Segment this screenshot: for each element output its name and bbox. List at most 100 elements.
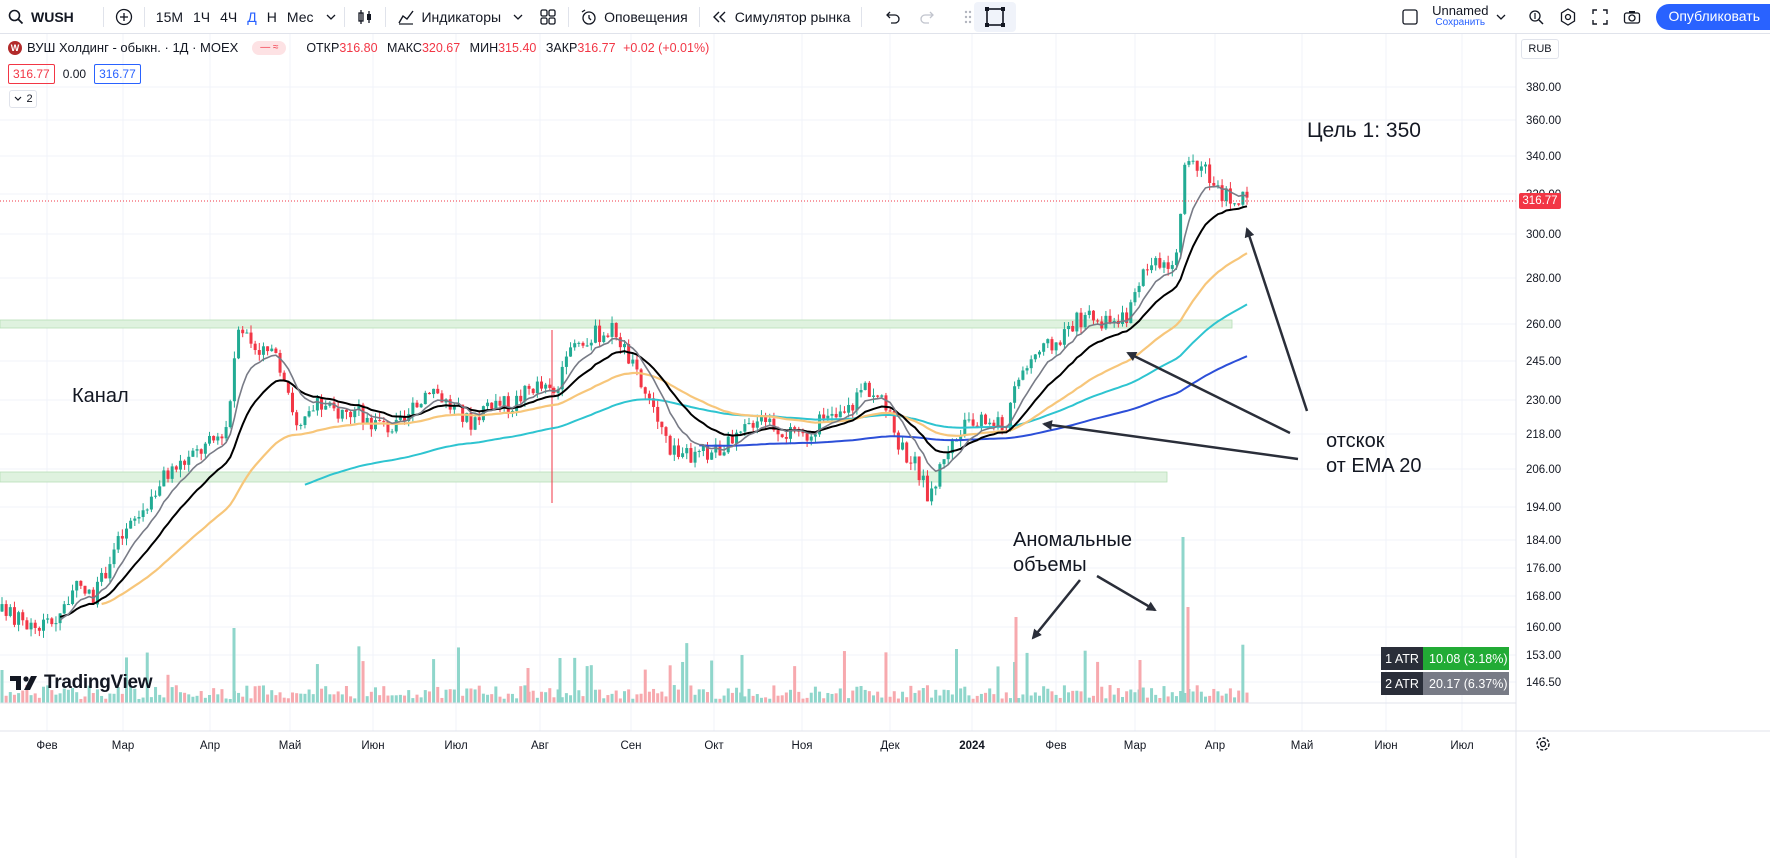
symbol-title[interactable]: ВУШ Холдинг - обыкн. · 1Д · MOEX	[27, 40, 239, 55]
candle-body	[295, 412, 299, 426]
candle-body	[1075, 312, 1079, 332]
bid-price[interactable]: 316.77	[8, 64, 55, 84]
drag-handle[interactable]	[962, 0, 974, 34]
timeframe-15m[interactable]: 15М	[155, 8, 184, 25]
volume-bar	[382, 686, 386, 703]
bounce-annotation-line2[interactable]: от EMA 20	[1326, 455, 1421, 477]
price-axis[interactable]: 380.00360.00340.00320.00300.00280.00260.…	[1526, 82, 1561, 689]
select-tool-button[interactable]	[974, 1, 1017, 32]
chevron-down-icon[interactable]	[1494, 10, 1508, 24]
candle-body	[54, 623, 58, 625]
templates-button[interactable]	[532, 0, 564, 34]
volume-bar	[299, 693, 303, 703]
volume-bar	[1166, 696, 1170, 703]
arrow-bounce-to-top[interactable]	[1244, 227, 1309, 412]
arrow-volume-march[interactable]	[1096, 574, 1157, 612]
volume-bar	[822, 698, 826, 703]
timeframe-week[interactable]: Н	[266, 8, 277, 25]
candle-body	[726, 436, 730, 453]
symbol-legend[interactable]: W ВУШ Холдинг - обыкн. · 1Д · MOEX — ≈ О…	[8, 40, 709, 55]
price-chart[interactable]: 380.00360.00340.00320.00300.00280.00260.…	[0, 34, 1770, 858]
volume-bar	[1204, 696, 1207, 703]
layout-name[interactable]: Unnamed Сохранить	[1432, 4, 1488, 29]
channel-annotation[interactable]: Канал	[72, 385, 129, 407]
volume-bar	[1021, 694, 1025, 703]
settings-button[interactable]	[1552, 0, 1584, 34]
volume-bar	[291, 692, 294, 703]
alerts-button[interactable]: Оповещения	[573, 0, 695, 34]
candle-body	[573, 343, 577, 348]
volume-bar	[37, 697, 41, 703]
replay-button[interactable]: Симулятор рынка	[704, 0, 858, 34]
tradingview-logo[interactable]: TradingView	[10, 672, 153, 694]
bounce-annotation-line1[interactable]: отскок	[1326, 430, 1385, 452]
volume-bar	[378, 695, 382, 703]
arrow-bounce-to-march[interactable]	[1126, 351, 1291, 435]
timeframe-4h[interactable]: 4Ч	[220, 8, 238, 25]
indicators-collapse-button[interactable]: 2	[9, 90, 37, 108]
chart-type-button[interactable]	[349, 0, 381, 34]
volume-bar	[971, 698, 975, 703]
candle-body	[490, 402, 494, 409]
volume-bar	[17, 693, 21, 703]
candle-body	[1191, 160, 1195, 162]
volume-bar	[569, 695, 573, 703]
candle-body	[593, 325, 597, 343]
volume-annotation-line2[interactable]: объемы	[1013, 554, 1087, 576]
candle-body	[598, 325, 602, 343]
time-tick-label: Май	[1291, 740, 1314, 752]
candle-body	[95, 581, 99, 605]
fullscreen-button[interactable]	[1584, 0, 1616, 34]
quick-search-button[interactable]	[1520, 0, 1552, 34]
target-annotation[interactable]: Цель 1: 350	[1307, 119, 1421, 142]
chevron-down-icon[interactable]	[324, 10, 338, 24]
volume-bar	[718, 698, 722, 703]
chart-settings-button[interactable]	[1534, 735, 1552, 758]
ema50-line	[101, 252, 1248, 606]
candle-body	[560, 366, 564, 390]
candle-body	[1125, 312, 1129, 324]
chevron-down-icon[interactable]	[511, 10, 525, 24]
volume-bar-spike	[1181, 537, 1185, 703]
timeframe-day[interactable]: Д	[247, 8, 257, 25]
symbol-search[interactable]: WUSH	[0, 0, 81, 34]
volume-annotation-line1[interactable]: Аномальные	[1013, 529, 1132, 551]
candle-body	[270, 348, 274, 352]
volume-bar	[332, 694, 336, 703]
publish-button[interactable]: Опубликовать	[1656, 4, 1770, 30]
redo-button[interactable]	[912, 0, 944, 34]
snapshot-button[interactable]	[1616, 0, 1648, 34]
volume-bar	[797, 691, 801, 703]
time-axis[interactable]: Фев Мар Апр Май Июн Июл Авг Сен Окт Ноя Дек 2024 Фев…	[36, 740, 1473, 752]
chevron-down-icon	[15, 96, 22, 101]
arrow-bounce-to-january[interactable]	[1042, 420, 1299, 461]
candle-body	[801, 431, 805, 434]
volume-bar-spike	[558, 658, 562, 703]
timeframe-1h[interactable]: 1Ч	[193, 8, 211, 25]
timeframe-month[interactable]: Мес	[286, 8, 314, 25]
volume-bar	[506, 693, 510, 703]
volume-bar	[842, 651, 846, 703]
candle-body	[722, 452, 726, 456]
volume-bar	[224, 698, 228, 703]
candle-body	[286, 381, 290, 393]
ask-price[interactable]: 316.77	[94, 64, 141, 84]
candle-body	[1154, 258, 1158, 266]
volume-bar	[191, 696, 195, 703]
layout-button[interactable]	[1394, 0, 1426, 34]
volume-bar	[1212, 688, 1216, 703]
compare-button[interactable]	[108, 0, 140, 34]
visibility-toggle-icon[interactable]: — ≈	[252, 40, 287, 55]
candle-body	[137, 516, 141, 519]
candle-body	[394, 419, 398, 432]
save-label[interactable]: Сохранить	[1435, 17, 1486, 28]
volume-bar	[643, 669, 647, 703]
indicators-button[interactable]: Индикаторы	[390, 0, 532, 34]
candle-body	[386, 421, 390, 433]
volume-bar	[714, 698, 718, 703]
volume-bar	[394, 695, 398, 703]
undo-button[interactable]	[876, 0, 908, 34]
currency-button[interactable]: RUB	[1521, 39, 1559, 59]
volume-bar	[560, 697, 564, 703]
arrow-volume-january[interactable]	[1031, 579, 1081, 640]
